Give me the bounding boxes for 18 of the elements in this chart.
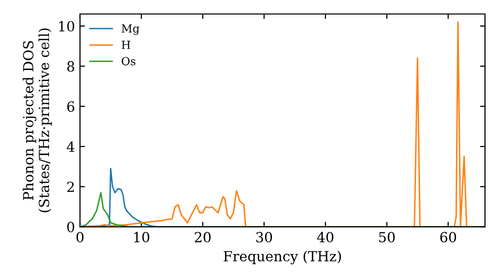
y-tick-label: 0 [67, 222, 74, 232]
x-tick-label: 10 [134, 232, 150, 242]
x-tick-label: 50 [379, 232, 395, 242]
x-tick-label: 0 [76, 232, 84, 242]
x-tick-label: 30 [256, 232, 272, 242]
y-tick-label: 2 [67, 182, 74, 192]
x-tick-label: 60 [440, 232, 456, 242]
y-axis-title: Phonon projected DOS (States/THz·primitive cell) [22, 28, 52, 212]
legend-label: Os [122, 56, 136, 66]
x-tick-label: 40 [317, 232, 334, 242]
y-tick-label: 6 [67, 101, 74, 112]
y-tick-label: 8 [67, 61, 74, 72]
legend-label: H [122, 40, 130, 49]
y-tick-label: 10 [59, 21, 74, 32]
x-tick-label: 20 [194, 232, 211, 242]
y-tick-label: 4 [66, 141, 74, 152]
x-axis-title: Frequency (THz) [224, 250, 341, 264]
legend-label: Mg [122, 24, 140, 35]
